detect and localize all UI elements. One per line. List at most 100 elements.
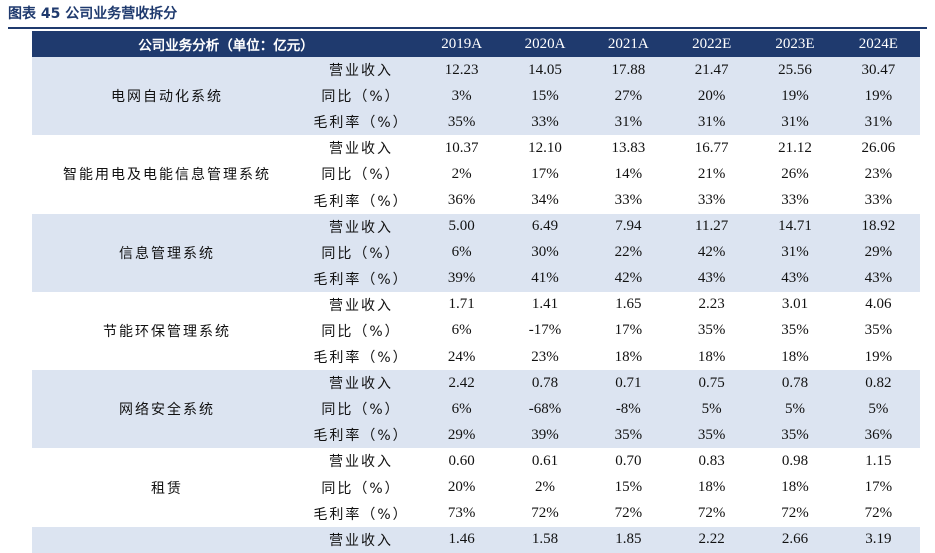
value-cell: 6% <box>420 396 504 423</box>
table-row: 同比（%） 6% -68% -8% 5% 5% 5% <box>32 396 920 423</box>
value-cell: 41% <box>503 265 587 292</box>
value-cell: 17% <box>614 322 643 339</box>
value-cell: 14% <box>614 165 643 182</box>
value-cell: 2% <box>534 479 555 496</box>
value-cell: 31% <box>753 109 837 136</box>
value-cell: 35% <box>669 422 754 449</box>
value-cell: 6% <box>420 239 504 266</box>
segment-name: 电网自动化系统 <box>32 57 302 136</box>
value-cell: 35% <box>864 322 893 339</box>
value-cell: 6.49 <box>503 213 587 240</box>
metric-label: 毛利率（%） <box>302 109 420 136</box>
table-row: 毛利率（%） 36% 34% 33% 33% 33% 33% <box>32 187 920 213</box>
value-cell: 6% <box>451 322 472 339</box>
value-cell: 19% <box>836 83 920 110</box>
value-cell: 1.15 <box>865 452 892 469</box>
value-cell: 73% <box>447 505 476 522</box>
value-cell: 43% <box>836 265 920 292</box>
metric-label: 营业收入 <box>302 57 420 84</box>
value-cell: 10.37 <box>444 139 479 156</box>
value-cell: 0.98 <box>781 452 809 469</box>
table-row: 同比（%） 6% -17% 17% 35% 35% 35% <box>32 318 920 344</box>
metric-label: 毛利率（%） <box>313 193 409 210</box>
value-cell: 18% <box>697 348 726 365</box>
value-cell: 18.92 <box>836 213 920 240</box>
value-cell: 0.78 <box>503 370 587 397</box>
value-cell: 33% <box>614 192 643 209</box>
value-cell: 0.78 <box>753 370 837 397</box>
value-cell: 30% <box>503 239 587 266</box>
value-cell: 21.47 <box>669 57 754 84</box>
value-cell: 20% <box>669 83 754 110</box>
metric-label: 毛利率（%） <box>302 265 420 292</box>
value-cell: 15% <box>503 83 587 110</box>
value-cell: 14.05 <box>503 57 587 84</box>
segment-name: 节能环保管理系统 <box>103 323 231 340</box>
value-cell: 19% <box>864 348 893 365</box>
value-cell: 23% <box>531 348 559 365</box>
value-cell: -17% <box>528 322 562 339</box>
value-cell: 20% <box>447 479 476 496</box>
value-cell: 72% <box>781 505 809 522</box>
segment-name <box>32 526 302 553</box>
value-cell: 0.71 <box>586 370 670 397</box>
table-row: 租赁 营业收入 0.60 0.61 0.70 0.83 0.98 1.15 <box>32 448 920 497</box>
value-cell: 26% <box>781 165 809 182</box>
value-cell: 13.83 <box>611 139 646 156</box>
value-cell: 29% <box>836 239 920 266</box>
year-header: 2021A <box>586 31 670 57</box>
metric-label: 营业收入 <box>329 297 393 314</box>
figure-caption: 图表 45 公司业务营收拆分 <box>8 6 178 22</box>
value-cell: 0.60 <box>448 452 475 469</box>
table-row: 节能环保管理系统 营业收入 1.71 1.41 1.65 2.23 3.01 4.06 <box>32 292 920 340</box>
value-cell: 33% <box>864 192 893 209</box>
segment-name: 智能用电及电能信息管理系统 <box>63 167 271 184</box>
value-cell: 35% <box>753 422 837 449</box>
value-cell: 7.94 <box>586 213 670 240</box>
value-cell: 23% <box>864 165 893 182</box>
metric-label: 毛利率（%） <box>302 422 420 449</box>
value-cell: 72% <box>531 505 559 522</box>
metric-label: 毛利率（%） <box>313 506 409 523</box>
year-header: 2023E <box>753 31 837 57</box>
value-cell: 0.75 <box>669 370 754 397</box>
value-cell: 72% <box>697 505 726 522</box>
value-cell: 15% <box>614 479 643 496</box>
metric-label: 同比（%） <box>302 239 420 266</box>
segment-name: 租赁 <box>151 480 183 497</box>
table-row: 毛利率（%） 73% 72% 72% 72% 72% 72% <box>32 501 920 527</box>
value-cell: 5% <box>753 396 837 423</box>
value-cell: 1.71 <box>448 296 475 313</box>
value-cell: 18% <box>614 348 643 365</box>
value-cell: 2% <box>451 165 472 182</box>
value-cell: 36% <box>836 422 920 449</box>
value-cell: 0.70 <box>615 452 642 469</box>
value-cell: 35% <box>781 322 809 339</box>
metric-label: 同比（%） <box>302 83 420 110</box>
value-cell: 30.47 <box>836 57 920 84</box>
table-row: 同比（%） 6% 30% 22% 42% 31% 29% <box>32 239 920 266</box>
value-cell: 35% <box>697 322 726 339</box>
value-cell: 0.83 <box>698 452 725 469</box>
value-cell: 1.46 <box>420 526 504 553</box>
year-header: 2022E <box>669 31 754 57</box>
metric-label: 同比（%） <box>321 323 401 340</box>
value-cell: 43% <box>753 265 837 292</box>
value-cell: 17% <box>531 165 559 182</box>
metric-label: 营业收入 <box>302 213 420 240</box>
segment-name: 网络安全系统 <box>32 370 302 449</box>
value-cell: 42% <box>669 239 754 266</box>
value-cell: 0.82 <box>836 370 920 397</box>
metric-label: 营业收入 <box>329 141 393 158</box>
value-cell: 21.12 <box>778 139 812 156</box>
value-cell: 0.61 <box>531 452 559 469</box>
value-cell: 2.66 <box>753 526 837 553</box>
value-cell: 17.88 <box>586 57 670 84</box>
table-row: 信息管理系统 营业收入 5.00 6.49 7.94 11.27 14.71 18.92 <box>32 213 920 292</box>
value-cell: 27% <box>586 83 670 110</box>
value-cell: 35% <box>420 109 504 136</box>
value-cell: 43% <box>669 265 754 292</box>
header-row: 公司业务分析（单位：亿元） 2019A 2020A 2021A 2022E 20… <box>32 31 920 57</box>
segment-name: 信息管理系统 <box>32 213 302 292</box>
value-cell: 3.19 <box>836 526 920 553</box>
